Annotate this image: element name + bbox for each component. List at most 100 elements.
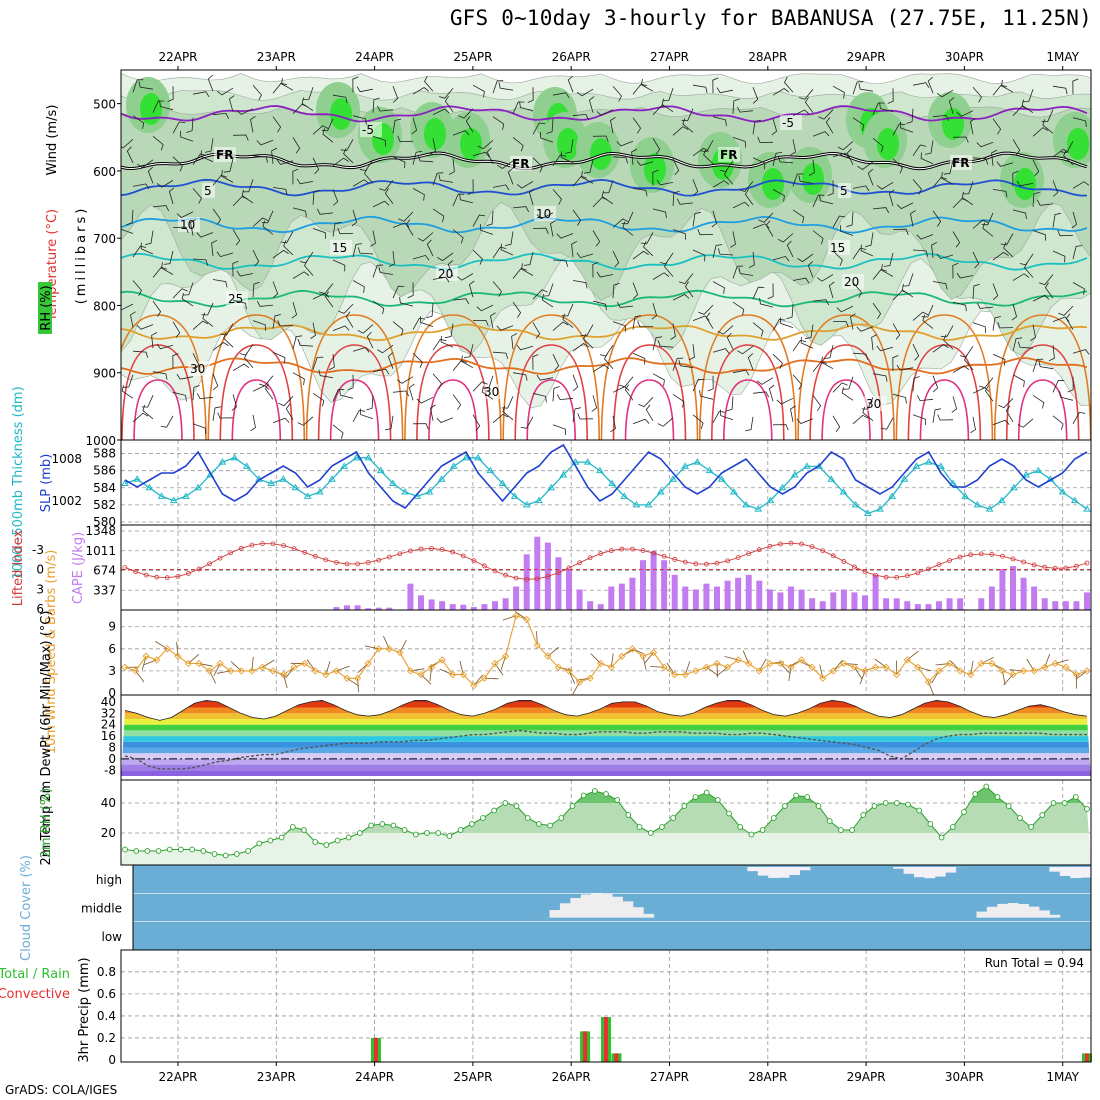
wind-barb	[468, 280, 475, 298]
wind-barb	[961, 191, 974, 206]
wind-barb	[910, 210, 916, 227]
isotherm-label-bg	[360, 122, 382, 137]
rh-point	[815, 803, 822, 809]
thickness-point	[827, 475, 836, 482]
wind-barb	[952, 365, 970, 374]
wind10-point	[523, 615, 531, 624]
wind-barb	[180, 130, 194, 142]
wind-barb	[892, 228, 909, 235]
li-point	[238, 545, 244, 551]
wind-barb	[852, 282, 862, 298]
wind-barb	[252, 281, 260, 298]
wind-barb	[662, 88, 674, 102]
wind-barb	[252, 84, 262, 101]
wind-barb	[312, 189, 320, 205]
wind-barb	[1052, 250, 1066, 263]
li-point	[1010, 556, 1016, 562]
rh-point	[1005, 803, 1012, 809]
cape-bar	[788, 586, 794, 610]
panel-frame	[120, 949, 1092, 1063]
wind-barb	[126, 146, 134, 163]
wind10-point	[1072, 670, 1081, 679]
date-label-top: 28APR	[748, 50, 787, 64]
thickness-point	[632, 500, 641, 508]
wind-barb	[952, 136, 969, 143]
wind-barb	[1072, 411, 1086, 424]
warm-contour	[526, 379, 576, 440]
wind-barb	[444, 95, 454, 112]
warm-contour	[219, 344, 294, 440]
isotherm-label-bg	[718, 147, 740, 162]
wind-barb	[692, 378, 705, 392]
wind-barb	[297, 416, 314, 426]
wind-barb	[1012, 209, 1027, 220]
wind-barb	[636, 160, 654, 166]
warm-contour	[317, 344, 392, 440]
wind-barb	[212, 373, 219, 391]
thickness-point	[693, 458, 702, 465]
wind-barb	[752, 157, 766, 170]
wind-barb	[581, 171, 594, 184]
thickness-point	[705, 466, 714, 474]
wind10-point	[924, 678, 933, 686]
temp-tick-label: 0	[108, 752, 116, 766]
li-point	[735, 555, 741, 560]
wind-barb	[632, 188, 648, 197]
cape-bar	[936, 601, 942, 610]
wind-barb	[852, 414, 869, 425]
li-line	[124, 542, 1088, 580]
wind-barb	[221, 170, 234, 183]
wind10-point	[702, 663, 711, 671]
wind-barb	[832, 415, 841, 432]
wind-barb	[412, 87, 430, 95]
wind-barb	[192, 91, 210, 98]
warm-contour	[305, 314, 404, 440]
wind-barb	[992, 283, 999, 300]
wind-barb	[276, 159, 294, 165]
date-label-top: 30APR	[945, 50, 984, 64]
wind-barb	[692, 211, 701, 227]
cape-bar	[883, 598, 890, 610]
date-label-top: 25APR	[453, 50, 492, 64]
axis-label-cloud: Cloud Cover (%)	[19, 855, 34, 961]
cape-bar	[418, 595, 424, 610]
wind10-point	[618, 652, 626, 660]
thickness-point	[474, 453, 483, 461]
thickness-point	[851, 500, 860, 508]
cape-bar	[344, 605, 350, 610]
wind-barb	[156, 180, 174, 188]
legend-total-rain: Total / Rain	[0, 967, 70, 982]
wind10-point	[533, 641, 541, 649]
wind-barb	[332, 325, 350, 331]
wind-barb	[121, 226, 134, 234]
wind-barb	[438, 174, 454, 183]
cape-bar	[1041, 598, 1048, 610]
wind-barb	[1052, 316, 1070, 322]
wind-barb	[818, 109, 834, 120]
thickness-point	[510, 492, 519, 499]
cape-bar	[365, 608, 372, 610]
cloud-gap-high	[768, 867, 780, 878]
wind-barb	[992, 189, 1008, 198]
wind-barb	[798, 175, 814, 184]
wind-barb	[492, 116, 505, 130]
wind-barb	[567, 75, 574, 93]
wind10-point	[565, 667, 573, 675]
wind-barb	[452, 394, 462, 411]
isotherm-label-bg	[202, 183, 215, 198]
axis-label-li: Lifted Index	[11, 529, 26, 606]
wind-barb	[705, 312, 714, 329]
wind-barb	[821, 356, 834, 370]
isotherm-label-bg	[838, 183, 851, 198]
wind-barb	[601, 190, 614, 205]
date-label-top: 23APR	[257, 50, 296, 64]
wind-barb	[396, 376, 414, 384]
cape-bar	[978, 598, 985, 610]
date-label-bottom: 26APR	[552, 1070, 591, 1084]
wind-barb	[552, 321, 569, 331]
wind-barb	[850, 313, 856, 330]
wind-barb	[842, 376, 854, 390]
wind-barb	[505, 231, 514, 246]
wind-barb	[776, 397, 794, 405]
wind-barb	[596, 271, 614, 278]
